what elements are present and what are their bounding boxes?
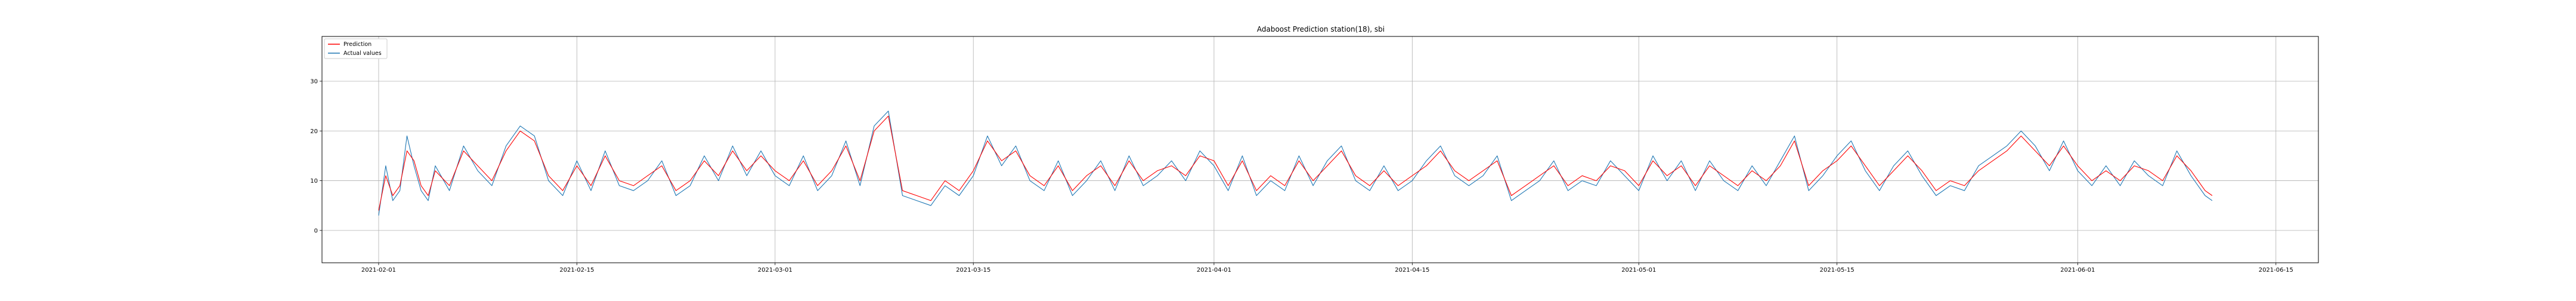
x-tick-label: 2021-03-01 xyxy=(758,267,792,274)
x-axis: 2021-02-01 2021-02-15 2021-03-01 2021-03-15… xyxy=(361,263,2293,274)
legend-label-actual-values: Actual values xyxy=(343,50,382,57)
x-tick-label: 2021-04-01 xyxy=(1197,267,1231,274)
legend-box xyxy=(324,38,388,59)
grid-lines xyxy=(322,36,2318,263)
x-tick-label: 2021-03-15 xyxy=(956,267,990,274)
x-tick-label: 2021-04-15 xyxy=(1395,267,1429,274)
plot-frame xyxy=(321,36,2319,263)
x-tick-label: 2021-06-01 xyxy=(2060,267,2095,274)
series-line-actual-values xyxy=(378,110,2213,216)
series-line-prediction xyxy=(378,115,2213,211)
y-tick-label: 0 xyxy=(314,228,318,234)
x-tick-label: 2021-05-01 xyxy=(1621,267,1656,274)
legend-label-prediction: Prediction xyxy=(343,41,371,48)
legend: Prediction Actual values xyxy=(324,38,388,59)
x-tick-label: 2021-02-01 xyxy=(361,267,396,274)
y-tick-label: 10 xyxy=(310,178,318,185)
x-tick-label: 2021-06-15 xyxy=(2259,267,2293,274)
y-tick-label: 30 xyxy=(310,78,318,85)
chart-title: Adaboost Prediction station(18), sbi xyxy=(1257,25,1385,33)
y-tick-label: 20 xyxy=(310,128,318,135)
y-axis: 0 10 20 30 xyxy=(310,78,322,234)
x-tick-label: 2021-02-15 xyxy=(559,267,594,274)
x-tick-label: 2021-05-15 xyxy=(1820,267,1854,274)
series-lines xyxy=(378,110,2213,216)
